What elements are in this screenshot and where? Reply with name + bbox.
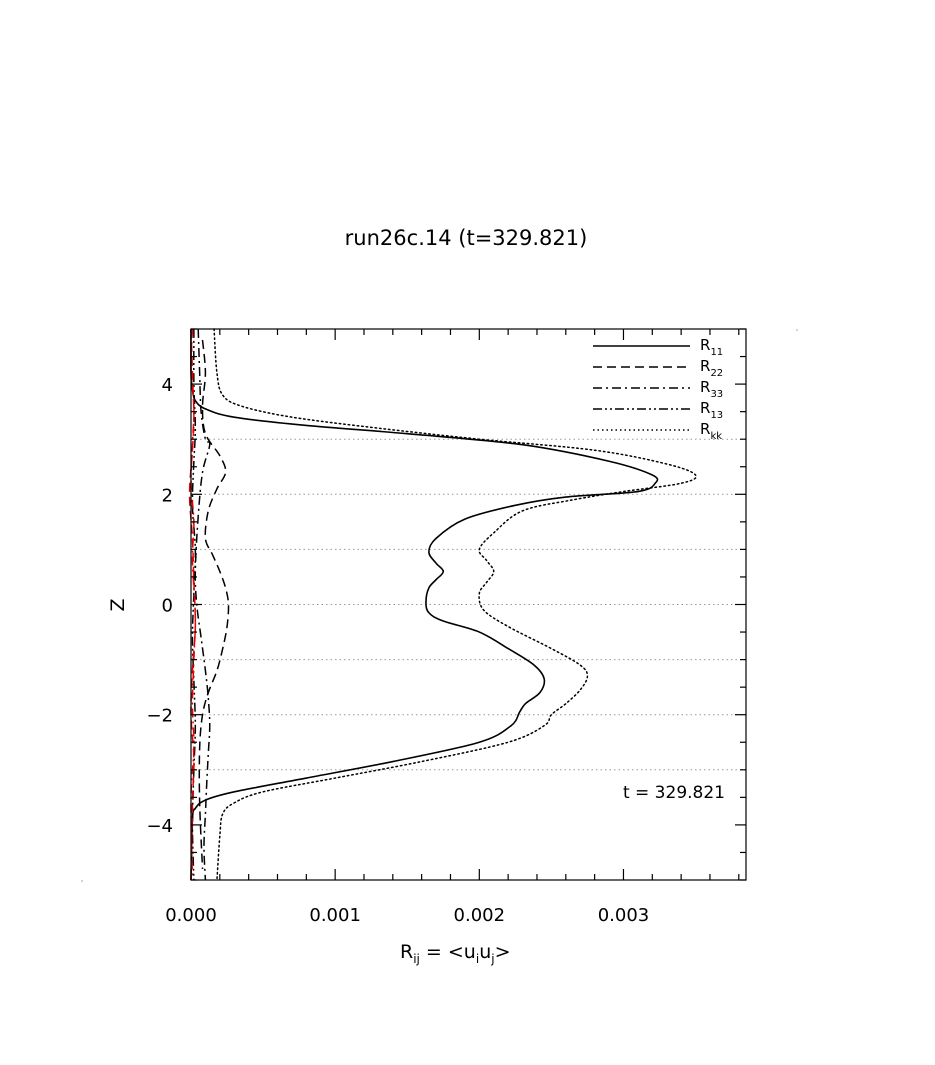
y-tick-labels: −4 −2 0 2 4 — [146, 375, 173, 837]
legend-label-r13: R13 — [700, 399, 723, 421]
legend-label-r33: R33 — [700, 378, 723, 400]
x-axis-label-sub-ij: ij — [413, 952, 420, 966]
x-tick-label: 0.000 — [165, 905, 217, 926]
y-tick-label: 2 — [162, 485, 173, 506]
series-line-r11 — [190, 328, 659, 881]
y-tick-label: −2 — [146, 706, 173, 727]
series-layer — [188, 328, 697, 881]
x-tick-label: 0.003 — [598, 905, 650, 926]
corner-dot-bottom-left — [81, 880, 83, 882]
x-axis-label-u: u — [479, 941, 491, 963]
x-tick-labels: 0.000 0.001 0.002 0.003 — [165, 905, 649, 926]
legend-label-r11: R11 — [700, 336, 723, 358]
axis-ticks — [190, 328, 746, 881]
x-axis-label: Rij = <uiuj> — [400, 941, 511, 966]
chart-title: run26c.14 (t=329.821) — [345, 226, 588, 250]
time-annotation: t = 329.821 — [623, 783, 725, 803]
x-axis-label-mid: = <u — [420, 941, 476, 963]
y-tick-label: −4 — [146, 816, 173, 837]
x-axis-label-r: R — [400, 941, 413, 963]
legend-label-rkk: Rkk — [700, 420, 722, 442]
x-tick-label: 0.002 — [454, 905, 506, 926]
x-axis-label-end: > — [495, 941, 511, 963]
x-axis-label-sub-i: i — [476, 952, 479, 966]
x-axis-label-sub-j: j — [490, 952, 494, 966]
series-line-rkk — [213, 328, 697, 881]
series-line-red-6 — [190, 328, 197, 881]
y-tick-label: 0 — [162, 596, 173, 617]
y-tick-label: 4 — [162, 375, 173, 396]
series-line-r33 — [194, 328, 211, 881]
corner-dot-top-right — [796, 329, 798, 331]
legend-label-r22: R22 — [700, 357, 723, 379]
series-line-r22 — [198, 339, 230, 870]
x-tick-label: 0.001 — [309, 905, 361, 926]
y-axis-label: Z — [107, 598, 129, 611]
